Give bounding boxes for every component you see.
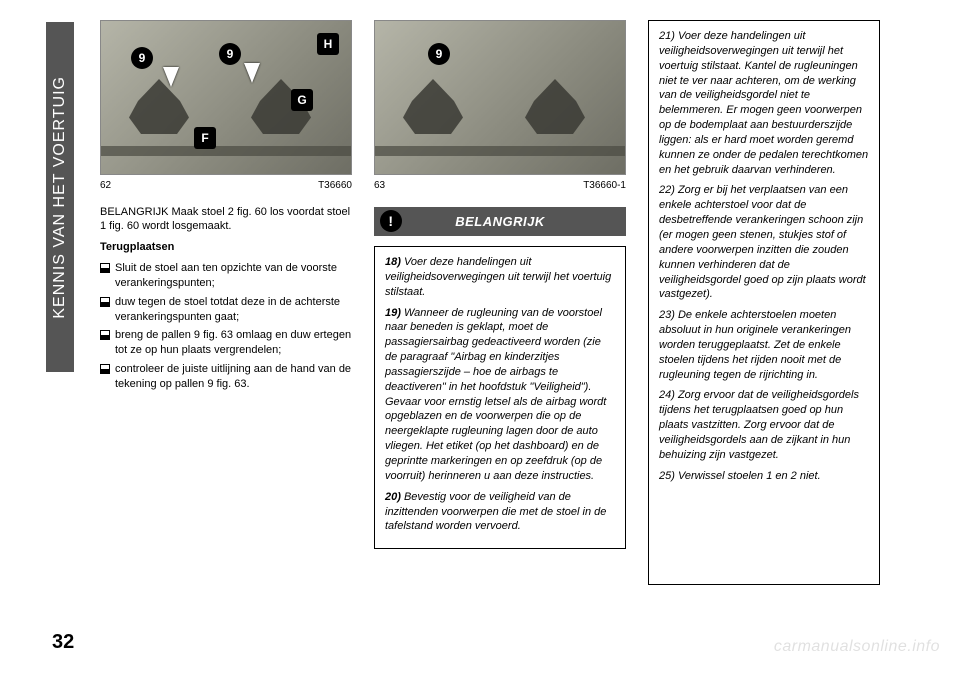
col1-bullet-3: breng de pallen 9 fig. 63 omlaag en duw … [100, 328, 352, 358]
column-3: 21) Voer deze handelingen uit veiligheid… [648, 20, 880, 600]
col1-bullet-1-text: Sluit de stoel aan ten opzichte van de v… [115, 261, 352, 291]
watermark: carmanualsonline.info [774, 638, 940, 656]
manual-page: KENNIS VAN HET VOERTUIG 9 9 F G H 62 T36… [0, 0, 960, 678]
column-1: 9 9 F G H 62 T36660 BELANGRIJK Maak stoe… [100, 20, 352, 600]
section-tab: KENNIS VAN HET VOERTUIG [46, 22, 74, 372]
marker-9: 9 [428, 43, 450, 65]
col1-para-important: BELANGRIJK Maak stoel 2 fig. 60 los voor… [100, 205, 352, 235]
note-18-ref: 18) [385, 256, 401, 268]
column-2: 9 63 T36660-1 ! BELANGRIJK 18) Voer deze… [374, 20, 626, 600]
figure-63-number: 63 [374, 179, 385, 193]
checkbox-icon [100, 364, 110, 374]
marker-F: F [194, 127, 216, 149]
figure-62: 9 9 F G H [100, 20, 352, 175]
page-number: 32 [52, 631, 74, 654]
figure-63-caption: 63 T36660-1 [374, 179, 626, 193]
note-21-text: Voer deze handelingen uit veiligheidsove… [659, 30, 868, 176]
warning-box-1: 18) Voer deze handelingen uit veiligheid… [374, 246, 626, 549]
col1-bullet-3-text: breng de pallen 9 fig. 63 omlaag en duw … [115, 328, 352, 358]
marker-9a: 9 [131, 47, 153, 69]
col1-bullet-2: duw tegen de stoel totdat deze in de ach… [100, 295, 352, 325]
warning-banner-label: BELANGRIJK [455, 214, 545, 229]
note-24-text: Zorg ervoor dat de veiligheidsgordels ti… [659, 389, 859, 460]
warning-box-2: 21) Voer deze handelingen uit veiligheid… [648, 20, 880, 585]
note-19-text: Wanneer de rugleuning van de voorstoel n… [385, 307, 606, 482]
marker-H: H [317, 33, 339, 55]
col1-bullet-1: Sluit de stoel aan ten opzichte van de v… [100, 261, 352, 291]
warning-banner: ! BELANGRIJK [374, 207, 626, 237]
content-columns: 9 9 F G H 62 T36660 BELANGRIJK Maak stoe… [100, 20, 880, 600]
col1-heading-terugplaatsen: Terugplaatsen [100, 241, 174, 253]
note-19-ref: 19) [385, 307, 401, 319]
note-20-ref: 20) [385, 491, 401, 503]
figure-62-caption: 62 T36660 [100, 179, 352, 193]
note-25-ref: 25) [659, 470, 675, 482]
note-21-ref: 21) [659, 30, 675, 42]
figure-63-code: T36660-1 [583, 179, 626, 193]
col1-bullet-4-text: controleer de juiste uitlijning aan de h… [115, 362, 352, 392]
note-25-text: Verwissel stoelen 1 en 2 niet. [675, 470, 821, 482]
note-23-text: De enkele achterstoelen moeten absoluut … [659, 309, 851, 380]
figure-63: 9 [374, 20, 626, 175]
checkbox-icon [100, 297, 110, 307]
col1-bullet-4: controleer de juiste uitlijning aan de h… [100, 362, 352, 392]
note-24-ref: 24) [659, 389, 675, 401]
warning-icon: ! [380, 210, 402, 232]
checkbox-icon [100, 263, 110, 273]
note-18-text: Voer deze handelingen uit veiligheidsove… [385, 256, 611, 298]
note-23-ref: 23) [659, 309, 675, 321]
figure-62-number: 62 [100, 179, 111, 193]
note-20-text: Bevestig voor de veiligheid van de inzit… [385, 491, 606, 533]
marker-G: G [291, 89, 313, 111]
col1-bullet-2-text: duw tegen de stoel totdat deze in de ach… [115, 295, 352, 325]
marker-9b: 9 [219, 43, 241, 65]
checkbox-icon [100, 330, 110, 340]
note-22-text: Zorg er bij het verplaatsen van een enke… [659, 184, 866, 300]
figure-62-code: T36660 [318, 179, 352, 193]
section-tab-label: KENNIS VAN HET VOERTUIG [51, 76, 69, 319]
note-22-ref: 22) [659, 184, 675, 196]
